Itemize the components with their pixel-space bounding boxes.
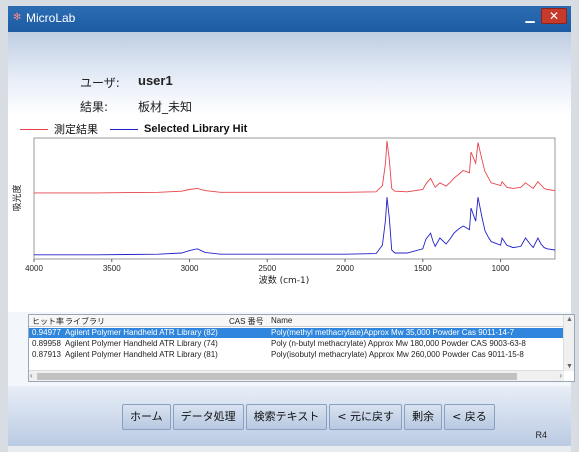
- window-title: MicroLab: [26, 11, 76, 25]
- cell-hit: 0.89958: [32, 339, 61, 348]
- col-hit-rate[interactable]: ヒット率: [32, 317, 64, 326]
- cell-library: Agilent Polymer Handheld ATR Library (81…: [65, 350, 218, 359]
- title-bar[interactable]: ✻ MicroLab ▁ ✕: [8, 6, 571, 32]
- cell-library: Agilent Polymer Handheld ATR Library (74…: [65, 339, 218, 348]
- app-window: ✻ MicroLab ▁ ✕ ユーザ: user1 結果: 板材_未知 測定結果…: [8, 6, 575, 452]
- legend-library-swatch: [110, 128, 138, 130]
- footer-bar: ホーム データ処理 検索テキスト < 元に戻す 剰余 < 戻る R4: [8, 386, 571, 452]
- vertical-scrollbar[interactable]: ▲ ▼: [563, 315, 574, 371]
- cell-library: Agilent Polymer Handheld ATR Library (82…: [65, 328, 218, 337]
- table-row[interactable]: 0.89958 Agilent Polymer Handheld ATR Lib…: [29, 339, 564, 349]
- desktop-strip: [8, 446, 571, 452]
- x-tick-label: 2500: [258, 264, 276, 273]
- home-button[interactable]: ホーム: [122, 404, 171, 430]
- col-library[interactable]: ライブラリ: [65, 317, 105, 326]
- col-cas[interactable]: CAS 番号: [229, 317, 264, 326]
- legend-measured-swatch: [20, 128, 48, 130]
- cell-hit: 0.94977: [32, 328, 61, 337]
- user-label: ユーザ:: [80, 76, 120, 90]
- hit-table: ヒット率 ライブラリ CAS 番号 Name 0.94977 Agilent P…: [28, 314, 575, 382]
- plot-frame: [33, 137, 556, 260]
- legend-measured-label: 測定結果: [54, 124, 98, 136]
- residual-button[interactable]: 剰余: [404, 404, 443, 430]
- action-buttons: ホーム データ処理 検索テキスト < 元に戻す 剰余 < 戻る: [122, 404, 495, 430]
- cell-name: Poly (n-butyl methacrylate) Approx Mw 18…: [271, 339, 526, 348]
- table-row[interactable]: 0.94977 Agilent Polymer Handheld ATR Lib…: [29, 328, 564, 338]
- cell-name: Poly(methyl methacrylate)Approx Mw 35,00…: [271, 328, 515, 337]
- y-axis-label: 吸光度: [11, 184, 23, 211]
- revision-label: R4: [535, 430, 547, 440]
- cell-hit: 0.87913: [32, 350, 61, 359]
- data-processing-button[interactable]: データ処理: [172, 404, 244, 430]
- user-value: user1: [138, 73, 173, 88]
- chart-legend: 測定結果 Selected Library Hit: [20, 122, 259, 136]
- result-value: 板材_未知: [138, 100, 193, 114]
- cell-name: Poly(isobutyl methacrylate) Approx Mw 26…: [271, 350, 524, 359]
- scroll-left-icon[interactable]: ‹: [30, 371, 33, 380]
- horizontal-scrollbar[interactable]: ‹ ›: [29, 370, 564, 381]
- legend-library-label: Selected Library Hit: [144, 123, 248, 135]
- x-tick-label: 4000: [25, 264, 43, 273]
- scroll-right-icon[interactable]: ›: [559, 371, 562, 380]
- series-line-library: [34, 197, 556, 256]
- table-row[interactable]: 0.87913 Agilent Polymer Handheld ATR Lib…: [29, 350, 564, 360]
- table-header: ヒット率 ライブラリ CAS 番号 Name: [29, 315, 564, 327]
- scroll-up-icon[interactable]: ▲: [566, 316, 573, 323]
- undo-button[interactable]: < 元に戻す: [329, 404, 403, 430]
- series-line-measured: [34, 140, 556, 194]
- legend-library: Selected Library Hit: [110, 123, 247, 135]
- result-label: 結果:: [80, 100, 109, 114]
- search-text-button[interactable]: 検索テキスト: [245, 404, 328, 430]
- legend-measured: 測定結果: [20, 121, 98, 137]
- spectrum-plot: 4000 3500 3000 2500 2000 1500 1000 波数 (cm-1) 吸光度: [11, 137, 556, 286]
- minimize-button[interactable]: ▁: [525, 9, 535, 23]
- x-tick-label: 2000: [336, 264, 354, 273]
- spectrum-chart: 測定結果 Selected Library Hit 4000 3500 3000 25…: [8, 116, 571, 312]
- back-button[interactable]: < 戻る: [444, 404, 495, 430]
- x-tick-label: 1000: [492, 264, 510, 273]
- close-button[interactable]: ✕: [541, 8, 567, 24]
- x-axis-label: 波数 (cm-1): [259, 274, 310, 286]
- scroll-down-icon[interactable]: ▼: [566, 363, 573, 370]
- x-tick-label: 3500: [103, 264, 121, 273]
- col-name[interactable]: Name: [271, 316, 293, 325]
- horizontal-scroll-thumb[interactable]: [37, 373, 517, 380]
- x-tick-label: 1500: [414, 264, 432, 273]
- x-tick-label: 3000: [181, 264, 199, 273]
- result-header: ユーザ: user1 結果: 板材_未知: [8, 32, 571, 116]
- app-logo-icon: ✻: [13, 12, 22, 23]
